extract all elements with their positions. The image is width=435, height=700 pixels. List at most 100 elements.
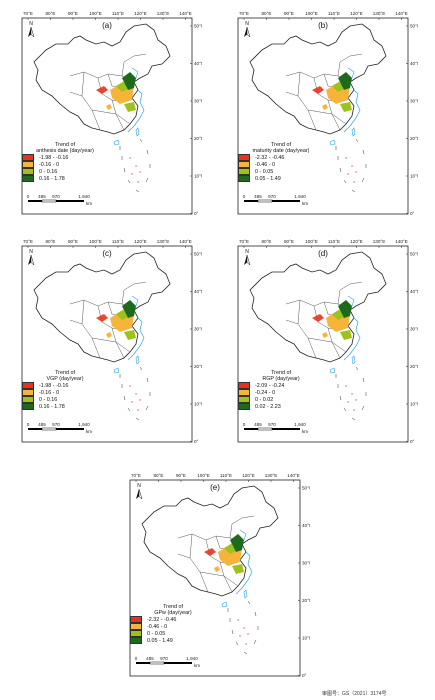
- legend-swatch: [238, 154, 250, 162]
- latitude-label: 40°N: [194, 61, 202, 66]
- svg-text:N: N: [245, 21, 249, 27]
- longitude-ticks: 70°E 80°E 90°E 100°E 110°E 120°E 130°E 140°E: [239, 11, 408, 20]
- trend-patches: [312, 300, 352, 340]
- legend-swatch: [238, 396, 250, 404]
- svg-text:1,940: 1,940: [78, 194, 90, 199]
- longitude-label: 80°E: [261, 11, 271, 16]
- scale-bar: 0 485 970 1,940 km: [27, 422, 93, 434]
- hainan-island: [329, 139, 336, 146]
- svg-text:970: 970: [160, 656, 168, 661]
- legend-item: -2.09 - -0.24: [238, 382, 328, 390]
- longitude-label: 90°E: [284, 239, 294, 244]
- trend-patches: [96, 72, 136, 112]
- legend-item: -0.24 - 0: [238, 389, 328, 397]
- longitude-label: 100°E: [89, 11, 102, 16]
- latitude-label: 30°N: [302, 561, 310, 566]
- svg-text:km: km: [302, 429, 308, 434]
- legend-swatch: [22, 168, 34, 176]
- legend-range-label: -0.46 - 0: [255, 161, 276, 168]
- longitude-label: 140°E: [395, 11, 408, 16]
- longitude-ticks: 70°E 80°E 90°E 100°E 110°E 120°E 130°E 140°E: [131, 473, 300, 482]
- latitude-label: 50°N: [194, 252, 202, 257]
- legend-swatch: [22, 175, 34, 183]
- longitude-label: 80°E: [261, 239, 271, 244]
- legend-range-label: 0.02 - 2.23: [255, 403, 281, 410]
- legend-range-label: 0.05 - 1.49: [147, 637, 173, 644]
- hainan-island: [329, 367, 336, 374]
- longitude-label: 110°E: [112, 239, 124, 244]
- svg-text:485: 485: [254, 194, 262, 199]
- longitude-ticks: 70°E 80°E 90°E 100°E 110°E 120°E 130°E 140°E: [23, 239, 192, 248]
- legend-swatch: [238, 389, 250, 397]
- longitude-label: 70°E: [23, 11, 33, 16]
- south-china-sea-boundary: [335, 366, 367, 421]
- latitude-label: 30°N: [194, 99, 202, 104]
- taiwan-island: [135, 127, 140, 137]
- trend-patches: [312, 72, 352, 112]
- legend-range-label: 0.16 - 1.78: [39, 403, 65, 410]
- legend-item: 0.05 - 1.49: [238, 175, 328, 183]
- legend: Trend of maturity date (day/year) -2.32 …: [238, 142, 328, 183]
- svg-text:1,940: 1,940: [186, 656, 198, 661]
- south-china-sea-boundary: [227, 600, 259, 655]
- china-outline: [249, 251, 387, 363]
- svg-text:0: 0: [243, 422, 246, 427]
- legend-item: -2.32 - -0.46: [238, 154, 328, 162]
- legend-item: 0 - 0.16: [22, 168, 112, 176]
- longitude-label: 90°E: [284, 11, 294, 16]
- legend-title-line-2: VGP (day/year): [46, 376, 84, 383]
- china-outline: [249, 23, 387, 135]
- longitude-label: 100°E: [197, 473, 210, 478]
- legend-title-line-1: Trend of: [271, 370, 291, 376]
- legend-title-line-2: RGP (day/year): [262, 376, 300, 383]
- coastline-north: [131, 295, 139, 307]
- legend-range-label: -0.16 - 0: [39, 161, 60, 168]
- legend-item: -2.32 - -0.46: [130, 616, 220, 624]
- taiwan-island: [351, 355, 356, 365]
- latitude-label: 20°N: [302, 598, 310, 603]
- legend-item: 0.02 - 2.23: [238, 403, 328, 411]
- legend-swatch: [130, 637, 142, 645]
- north-arrow-icon: N: [28, 249, 35, 266]
- panel-label: (c): [102, 249, 112, 258]
- legend-title-line-1: Trend of: [163, 604, 183, 610]
- map-panel-c: 70°E 80°E 90°E 100°E 110°E 120°E 130°E 140°E 50…: [12, 234, 202, 448]
- svg-text:0: 0: [135, 656, 138, 661]
- map-panel-b: 70°E 80°E 90°E 100°E 110°E 120°E 130°E 140°E 50…: [228, 6, 418, 220]
- coastline: [127, 317, 145, 361]
- sea-islands: [129, 157, 141, 183]
- coastline: [343, 317, 361, 361]
- latitude-label: 30°N: [194, 327, 202, 332]
- legend-swatch: [238, 403, 250, 411]
- sea-islands: [345, 157, 357, 183]
- scale-bar: 0 485 970 1,940 km: [27, 194, 93, 206]
- panel-label: (a): [102, 21, 112, 30]
- latitude-label: 10°N: [194, 174, 202, 179]
- latitude-label: 10°N: [194, 402, 202, 407]
- latitude-ticks: 50°N 40°N 30°N 20°N 10°N 0°: [190, 252, 202, 444]
- svg-text:0: 0: [27, 422, 30, 427]
- longitude-label: 140°E: [179, 11, 192, 16]
- hainan-island: [113, 139, 120, 146]
- legend-item: -0.46 - 0: [238, 161, 328, 169]
- longitude-label: 110°E: [112, 11, 124, 16]
- scale-bar: 0 485 970 1,940 km: [243, 422, 309, 434]
- longitude-label: 140°E: [179, 239, 192, 244]
- legend: Trend of GPw (day/year) -2.32 - -0.46 -0.…: [130, 604, 220, 645]
- svg-text:485: 485: [38, 422, 46, 427]
- latitude-label: 20°N: [410, 364, 418, 369]
- trend-patches: [204, 534, 244, 574]
- latitude-label: 0°: [194, 439, 199, 444]
- legend-swatch: [238, 161, 250, 169]
- latitude-label: 10°N: [410, 174, 418, 179]
- map-panel-e: 70°E 80°E 90°E 100°E 110°E 120°E 130°E 140°E 50…: [120, 468, 310, 682]
- longitude-label: 110°E: [328, 239, 340, 244]
- longitude-label: 120°E: [134, 239, 147, 244]
- svg-text:485: 485: [254, 422, 262, 427]
- legend-swatch: [238, 175, 250, 183]
- latitude-label: 50°N: [194, 24, 202, 29]
- map-approval-number: 审图号：GS（2021）3174号: [322, 691, 387, 697]
- hainan-island: [221, 601, 228, 608]
- longitude-label: 100°E: [89, 239, 102, 244]
- legend-item: 0.05 - 1.49: [130, 637, 220, 645]
